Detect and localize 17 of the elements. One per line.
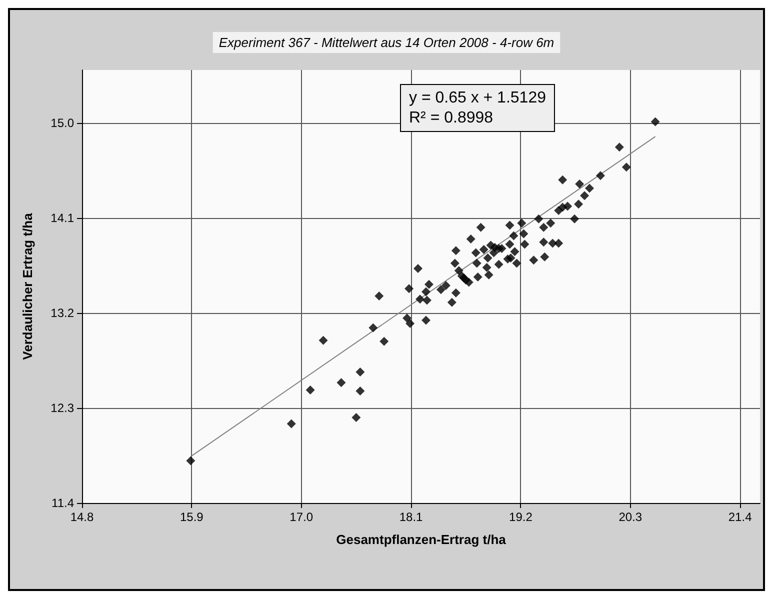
y-axis-title: Verdaulicher Ertrag t/ha <box>20 212 35 360</box>
x-tick-label: 18.1 <box>399 510 424 524</box>
y-tick-label: 11.4 <box>52 496 74 510</box>
annotation: y = 0.65 x + 1.5129 <box>409 90 546 106</box>
x-tick-label: 14.8 <box>70 510 94 524</box>
x-tick-label: 15.9 <box>180 510 204 524</box>
y-tick-label: 13.2 <box>50 306 74 320</box>
annotation: R² = 0.8998 <box>409 110 494 126</box>
y-tick-label: 14.1 <box>50 210 74 225</box>
x-tick-label: 21.4 <box>728 510 752 524</box>
y-tick-label: 15.0 <box>50 116 74 130</box>
y-tick-label: 12.3 <box>50 400 74 415</box>
x-tick-label: 20.3 <box>618 510 642 524</box>
x-tick-label: 17.0 <box>290 510 314 524</box>
x-tick-label: 19.2 <box>509 510 533 524</box>
chart-title: Experiment 367 - Mittelwert aus 14 Orten 2008 - 4-row 6m <box>218 35 554 50</box>
x-axis-title: Gesamtpflanzen-Ertrag t/ha <box>336 532 507 547</box>
